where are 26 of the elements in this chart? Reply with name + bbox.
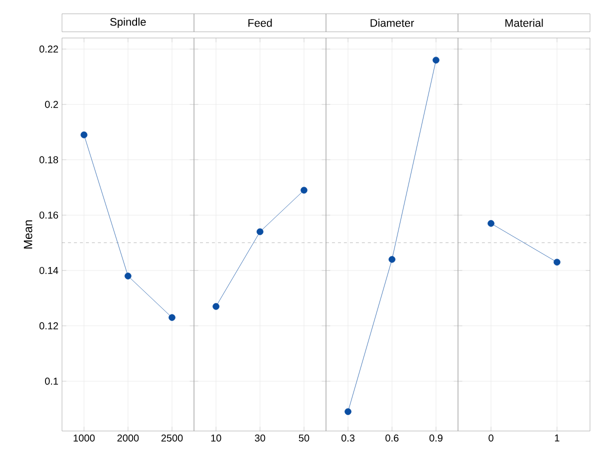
y-tick-label: 0.22: [39, 46, 58, 53]
x-tick-label: 10: [211, 434, 222, 442]
x-tick-label: 2000: [117, 434, 139, 442]
x-tick-label: 0.6: [385, 434, 398, 442]
point: [124, 272, 132, 280]
chart-title: Diameter: [370, 18, 414, 27]
x-tick-label: 2500: [161, 434, 183, 442]
x-tick-label: 30: [254, 434, 266, 442]
x-tick-label: 50: [298, 434, 310, 442]
x-tick-label: 0.3: [341, 434, 354, 442]
y-tick-label: 0.18: [39, 156, 58, 164]
x-tick-label: 0: [488, 434, 494, 442]
x-tick-label: 0.9: [429, 434, 442, 442]
y-tick-label: 0.2: [45, 100, 58, 108]
y-tick-label: 0.12: [39, 322, 58, 330]
x-tick-label: 1: [555, 434, 560, 442]
y-tick-label: 0.16: [39, 212, 58, 219]
point: [168, 314, 176, 321]
y-tick-label: 0.14: [39, 266, 58, 274]
chart-title: Feed: [248, 18, 272, 27]
y-tick-label: 0.1: [45, 378, 58, 385]
chart-title: Material: [505, 18, 543, 27]
chart-title: Spindle: [110, 18, 146, 28]
point: [80, 131, 88, 138]
x-tick-label: 1000: [74, 434, 95, 442]
y-axis-title: Mean: [24, 220, 32, 248]
